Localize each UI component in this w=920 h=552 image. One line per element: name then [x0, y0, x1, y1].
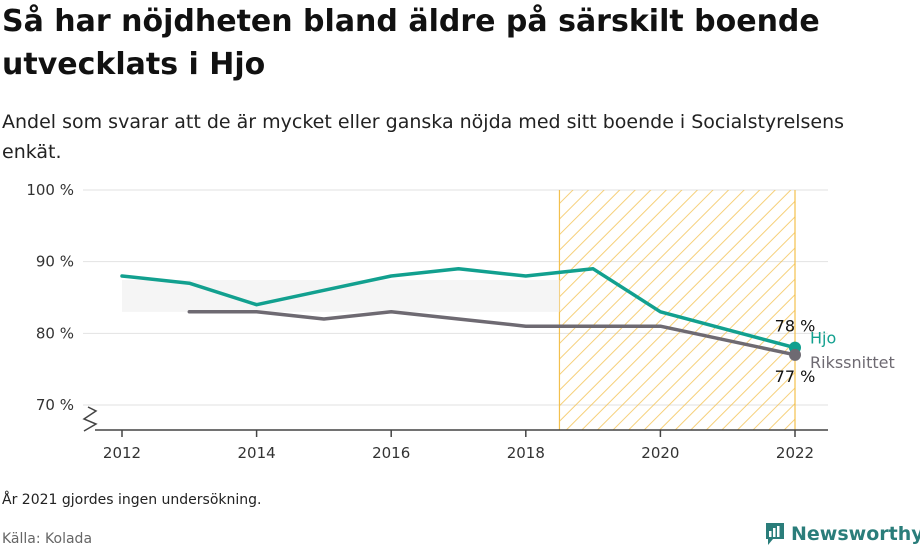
footnote: År 2021 gjordes ingen undersökning. [2, 492, 262, 508]
x-tick-label: 2016 [372, 444, 410, 462]
x-tick-label: 2020 [641, 444, 679, 462]
newsworthy-logo-icon [766, 523, 784, 545]
x-tick-label: 2014 [238, 444, 276, 462]
end-value-label-rikssnittet: 77 % [775, 367, 816, 386]
highlight-region [559, 190, 795, 430]
end-value-label-hjo: 78 % [775, 317, 816, 336]
y-tick-label: 70 % [36, 396, 74, 414]
line-chart: 70 % 80 % 90 % 100 % 2012 2014 2016 2018 2020 202… [26, 181, 895, 462]
series-label-hjo: Hjo [810, 329, 836, 348]
axis-break-icon [82, 406, 98, 432]
newsworthy-logo-text: Newsworthy [791, 523, 920, 545]
newsworthy-logo: Newsworthy [764, 519, 920, 549]
x-tick-label: 2022 [776, 444, 814, 462]
end-point-rikssnittet [789, 348, 801, 361]
x-tick-label: 2018 [507, 444, 545, 462]
y-tick-label: 80 % [36, 324, 74, 342]
y-tick-label: 100 % [26, 181, 74, 199]
source-note: Källa: Kolada [2, 531, 93, 547]
y-tick-label: 90 % [36, 253, 74, 271]
series-line-rikssnittet [187, 310, 797, 357]
series-label-rikssnittet: Rikssnittet [810, 353, 895, 372]
series-line-hjo [120, 267, 797, 350]
chart-subtitle: Andel som svarar att de är mycket eller … [2, 111, 845, 163]
chart-title: Så har nöjdheten bland äldre på särskilt… [2, 4, 820, 82]
x-tick-label: 2012 [103, 444, 141, 462]
